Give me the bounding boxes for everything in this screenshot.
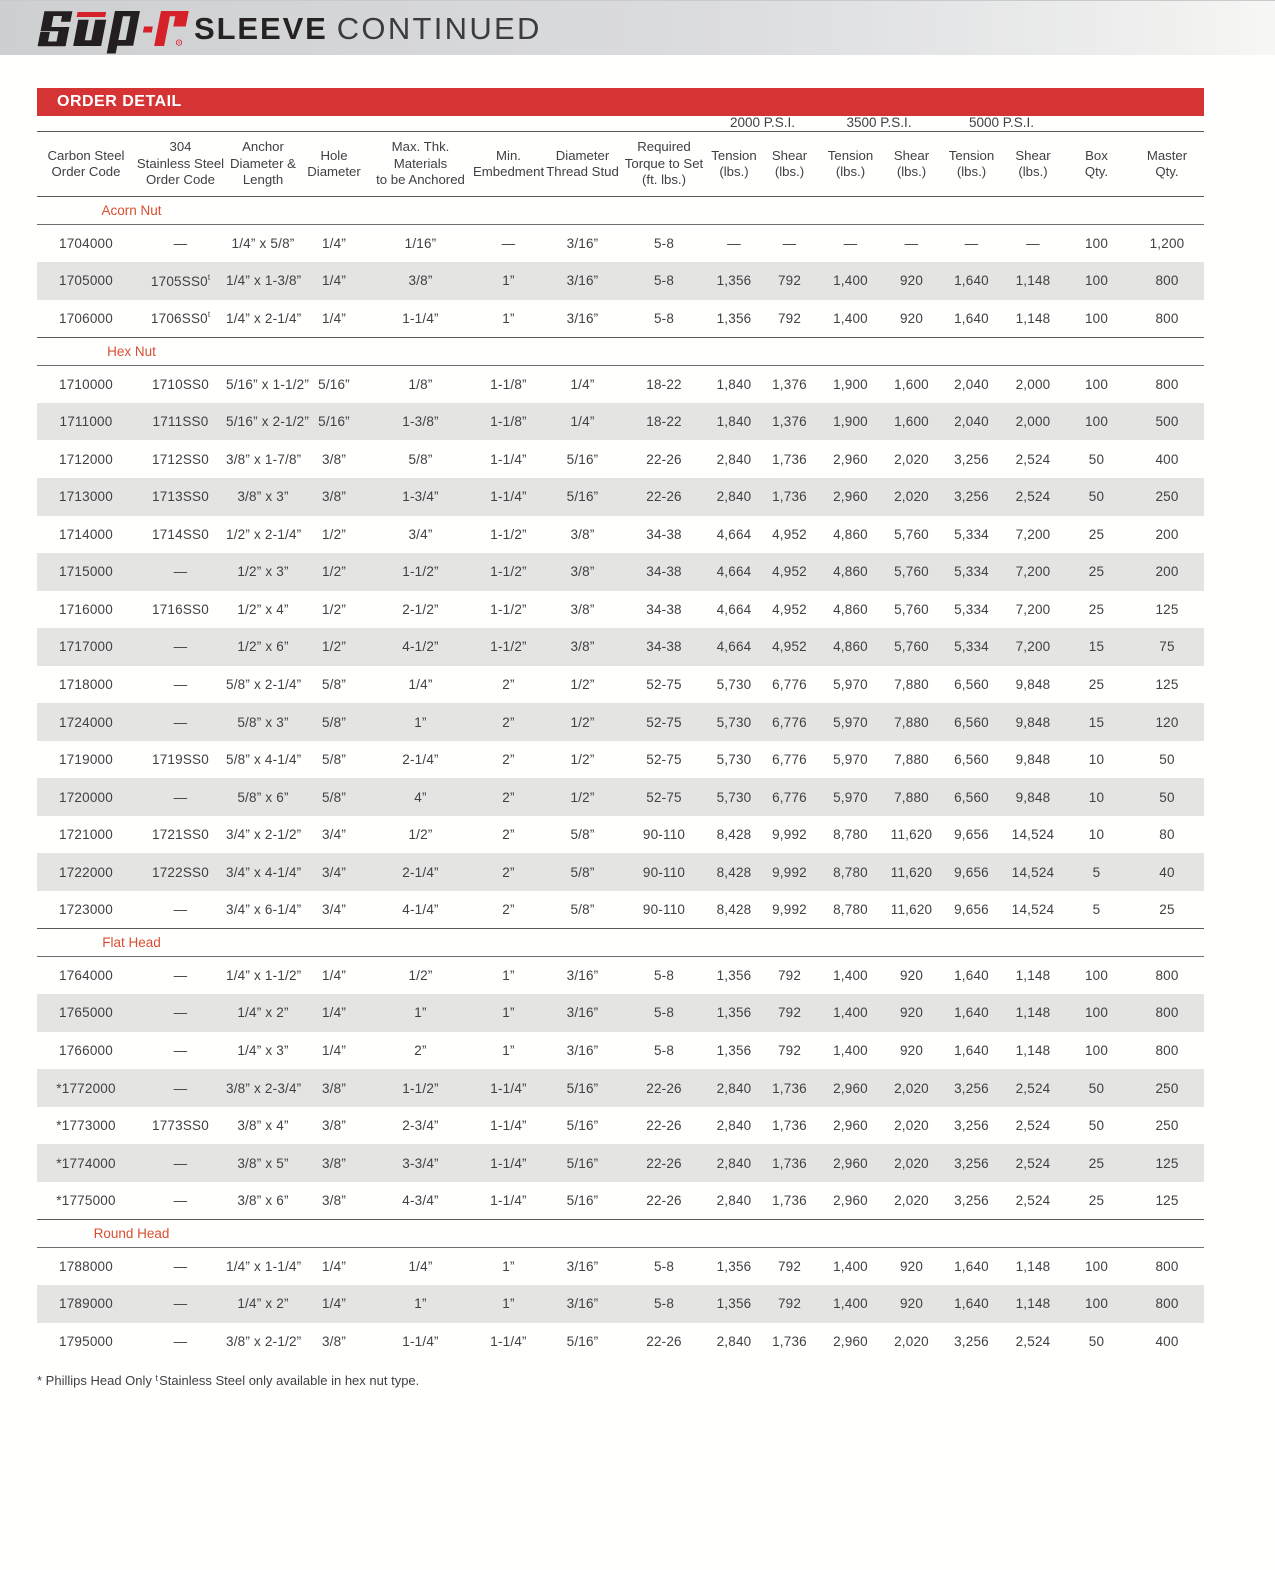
svg-text:R: R [178, 41, 181, 45]
